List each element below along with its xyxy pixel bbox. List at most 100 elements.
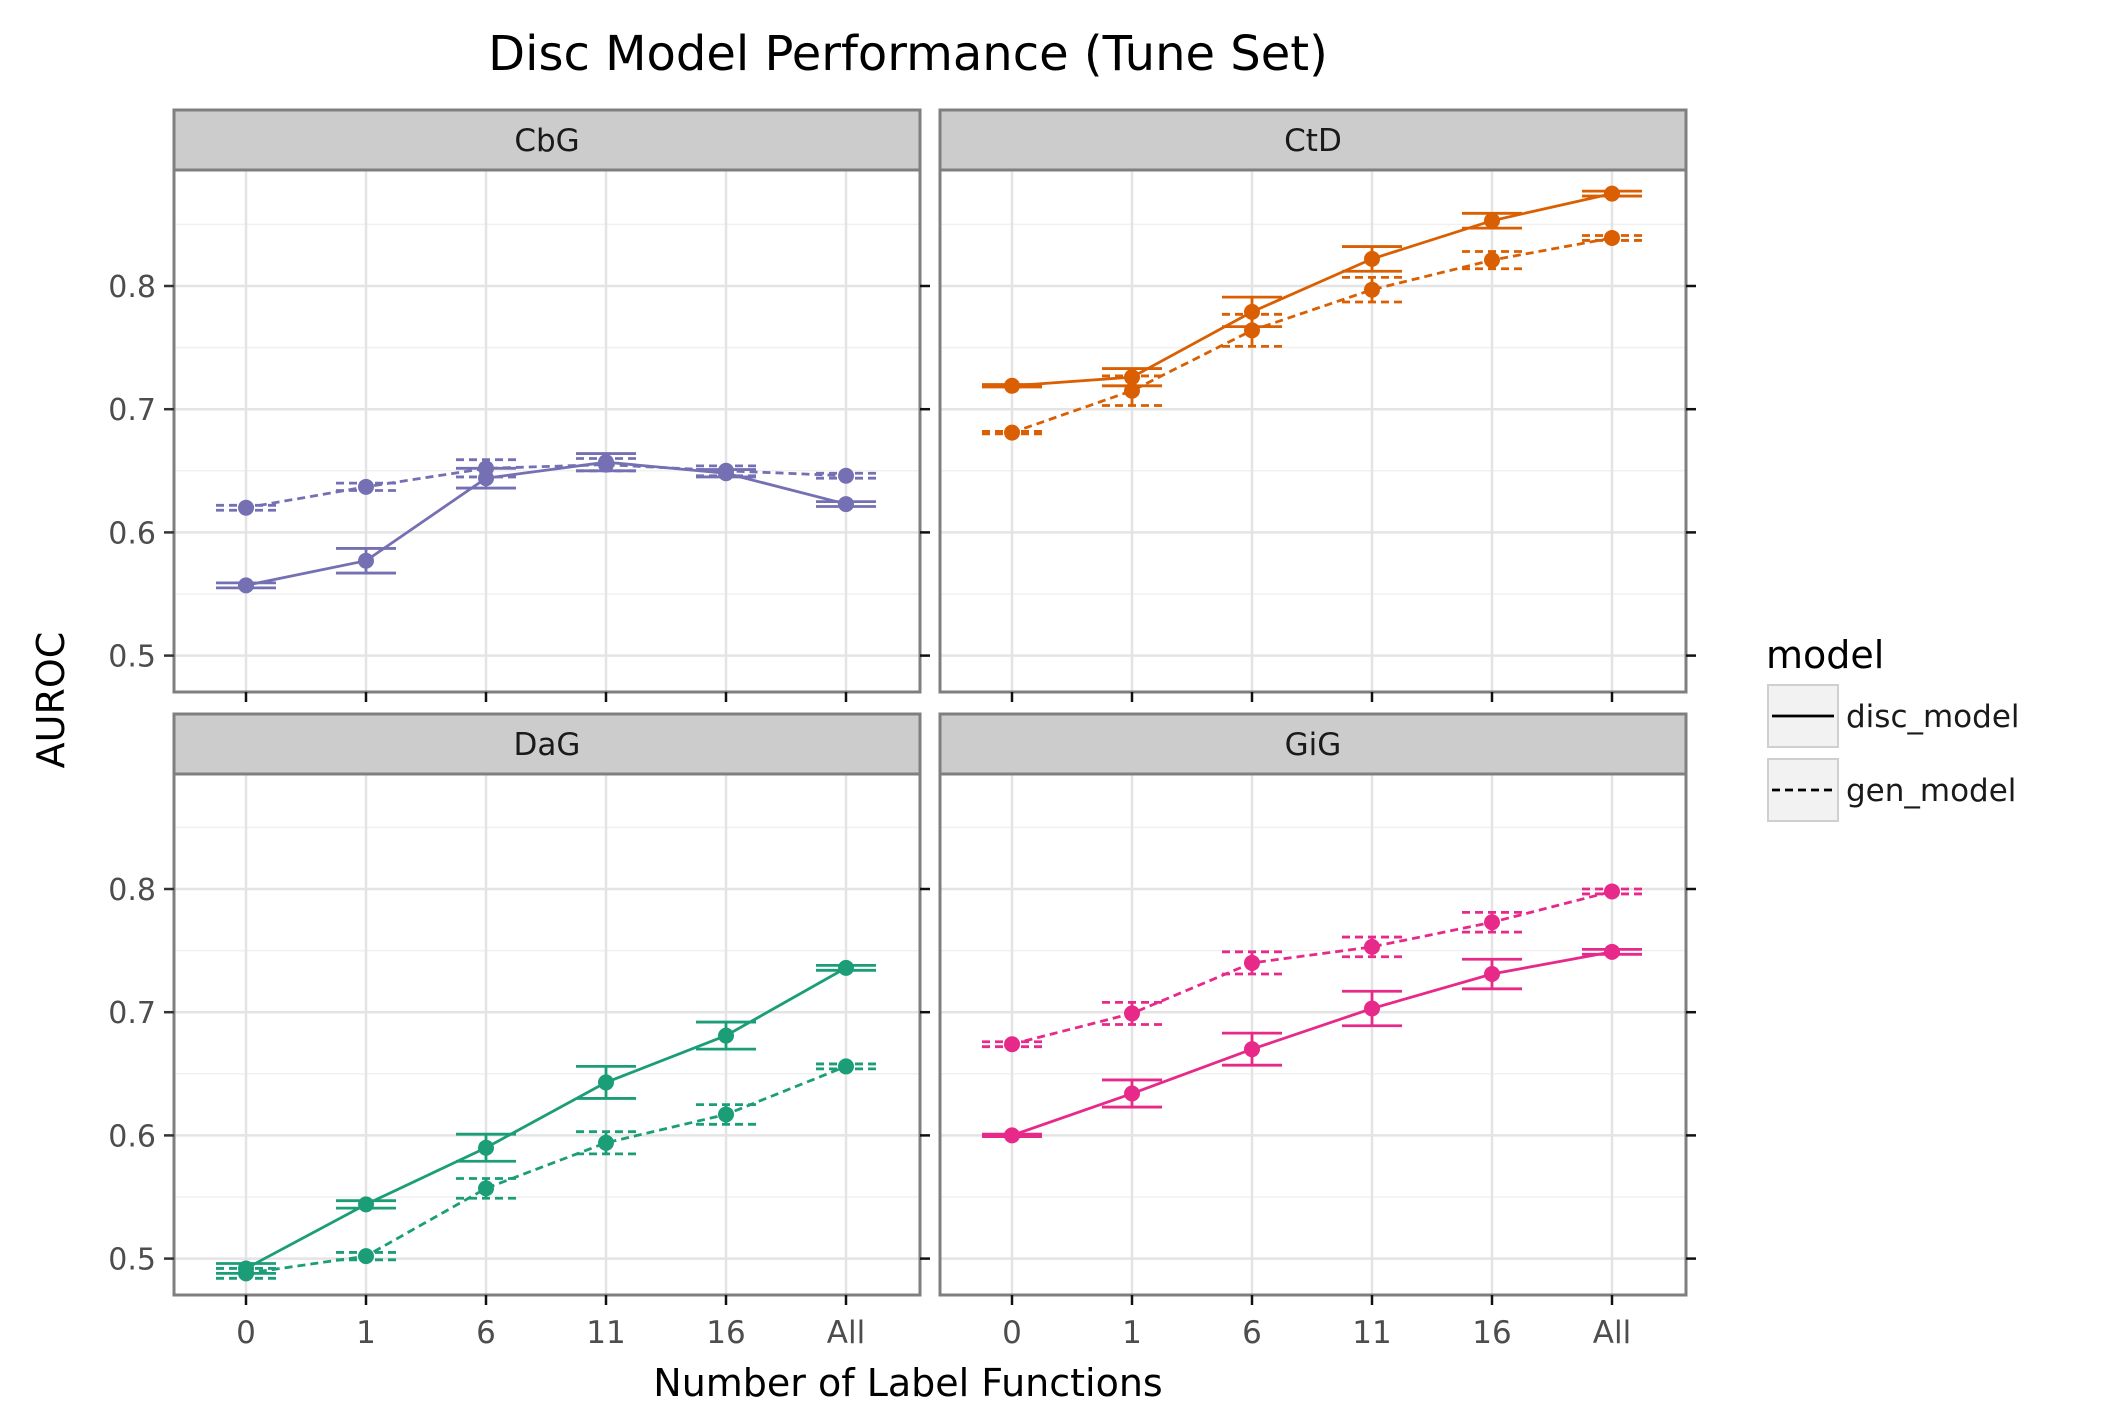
- data-point: [1004, 424, 1020, 441]
- data-point: [1604, 883, 1620, 900]
- x-tick-label: All: [1593, 1315, 1631, 1351]
- legend-entry-gen-model: gen_model: [1767, 758, 2016, 822]
- data-point: [238, 1265, 254, 1282]
- data-point: [1604, 943, 1620, 960]
- y-tick-label: 0.7: [108, 996, 156, 1031]
- panel-border: [938, 772, 1688, 1297]
- data-point: [838, 467, 854, 484]
- series-line: [245, 460, 847, 587]
- data-point: [598, 1074, 614, 1091]
- x-tick-label: 16: [706, 1315, 745, 1351]
- data-point: [238, 499, 254, 516]
- y-tick-label: 0.8: [108, 873, 156, 908]
- data-point: [1244, 954, 1260, 971]
- data-point: [358, 478, 374, 495]
- data-point: [1604, 229, 1620, 246]
- data-point: [478, 1139, 494, 1156]
- series-gen-model: [982, 883, 1642, 1053]
- data-point: [598, 456, 614, 473]
- data-point: [1604, 185, 1620, 202]
- facet-strip: [172, 712, 922, 776]
- data-point: [598, 1134, 614, 1151]
- legend-label: disc_model: [1846, 699, 2020, 735]
- y-tick-label: 0.5: [108, 1243, 156, 1278]
- facet-strip: [172, 108, 922, 172]
- panel-border: [172, 772, 922, 1297]
- x-tick-label: 1: [1122, 1315, 1142, 1351]
- data-point: [1124, 1085, 1140, 1102]
- data-point: [1364, 938, 1380, 955]
- data-point: [1244, 1041, 1260, 1058]
- y-axis-label: AUROC: [29, 632, 73, 769]
- facet-strip: [938, 108, 1688, 172]
- data-point: [358, 552, 374, 569]
- panel-ctd: CtD: [938, 108, 1696, 702]
- data-point: [478, 460, 494, 477]
- series-line: [245, 966, 847, 1270]
- y-tick-label: 0.8: [108, 270, 156, 305]
- x-tick-label: 0: [236, 1315, 256, 1351]
- data-point: [718, 462, 734, 479]
- data-point: [718, 1027, 734, 1044]
- data-point: [1484, 966, 1500, 983]
- facet-label: DaG: [514, 727, 581, 763]
- data-point: [478, 1180, 494, 1197]
- facet-label: GiG: [1285, 727, 1342, 763]
- panel-border: [938, 168, 1688, 694]
- data-point: [838, 1058, 854, 1075]
- data-point: [1364, 250, 1380, 267]
- plot-area: [174, 170, 920, 692]
- panel-border: [172, 168, 922, 694]
- x-tick-label: 11: [586, 1315, 625, 1351]
- series-disc-model: [982, 185, 1642, 394]
- series-line: [1011, 950, 1613, 1137]
- data-point: [838, 496, 854, 513]
- chart-title: Disc Model Performance (Tune Set): [488, 26, 1328, 82]
- facet-label: CbG: [514, 123, 579, 159]
- series-disc-model: [982, 943, 1642, 1144]
- series-gen-model: [216, 1058, 876, 1282]
- x-tick-label: 0: [1002, 1315, 1022, 1351]
- legend-label: gen_model: [1846, 773, 2016, 809]
- plot-area: [174, 774, 920, 1295]
- legend: model disc_model gen_model: [1766, 633, 2020, 822]
- data-point: [718, 1106, 734, 1123]
- data-point: [1484, 212, 1500, 229]
- x-tick-label: 16: [1472, 1315, 1511, 1351]
- data-point: [1124, 382, 1140, 399]
- data-point: [838, 959, 854, 976]
- series-line: [245, 463, 847, 510]
- series-line: [1011, 236, 1613, 434]
- legend-entry-disc-model: disc_model: [1767, 684, 2020, 748]
- data-point: [1484, 914, 1500, 931]
- data-point: [1004, 1127, 1020, 1144]
- data-point: [1244, 303, 1260, 320]
- data-point: [358, 1248, 374, 1265]
- y-tick-label: 0.7: [108, 393, 156, 428]
- x-tick-label: 6: [476, 1315, 496, 1351]
- data-point: [1364, 1000, 1380, 1017]
- x-tick-label: 1: [356, 1315, 376, 1351]
- plot-area: [940, 774, 1686, 1295]
- data-point: [238, 577, 254, 594]
- panel-cbg: CbG 0.5 0.6 0.7 0.8: [108, 108, 930, 702]
- series-line: [1011, 890, 1613, 1046]
- data-point: [1004, 1036, 1020, 1053]
- data-point: [358, 1196, 374, 1213]
- data-point: [1124, 1005, 1140, 1022]
- x-tick-label: 6: [1242, 1315, 1262, 1351]
- x-axis-label: Number of Label Functions: [653, 1361, 1162, 1405]
- data-point: [1364, 281, 1380, 298]
- facet-label: CtD: [1284, 123, 1342, 159]
- y-tick-label: 0.6: [108, 516, 156, 551]
- series-line: [1011, 192, 1613, 388]
- plot-area: [940, 170, 1686, 692]
- y-tick-label: 0.5: [108, 640, 156, 675]
- data-point: [1244, 322, 1260, 339]
- data-point: [1004, 377, 1020, 394]
- data-point: [1484, 252, 1500, 269]
